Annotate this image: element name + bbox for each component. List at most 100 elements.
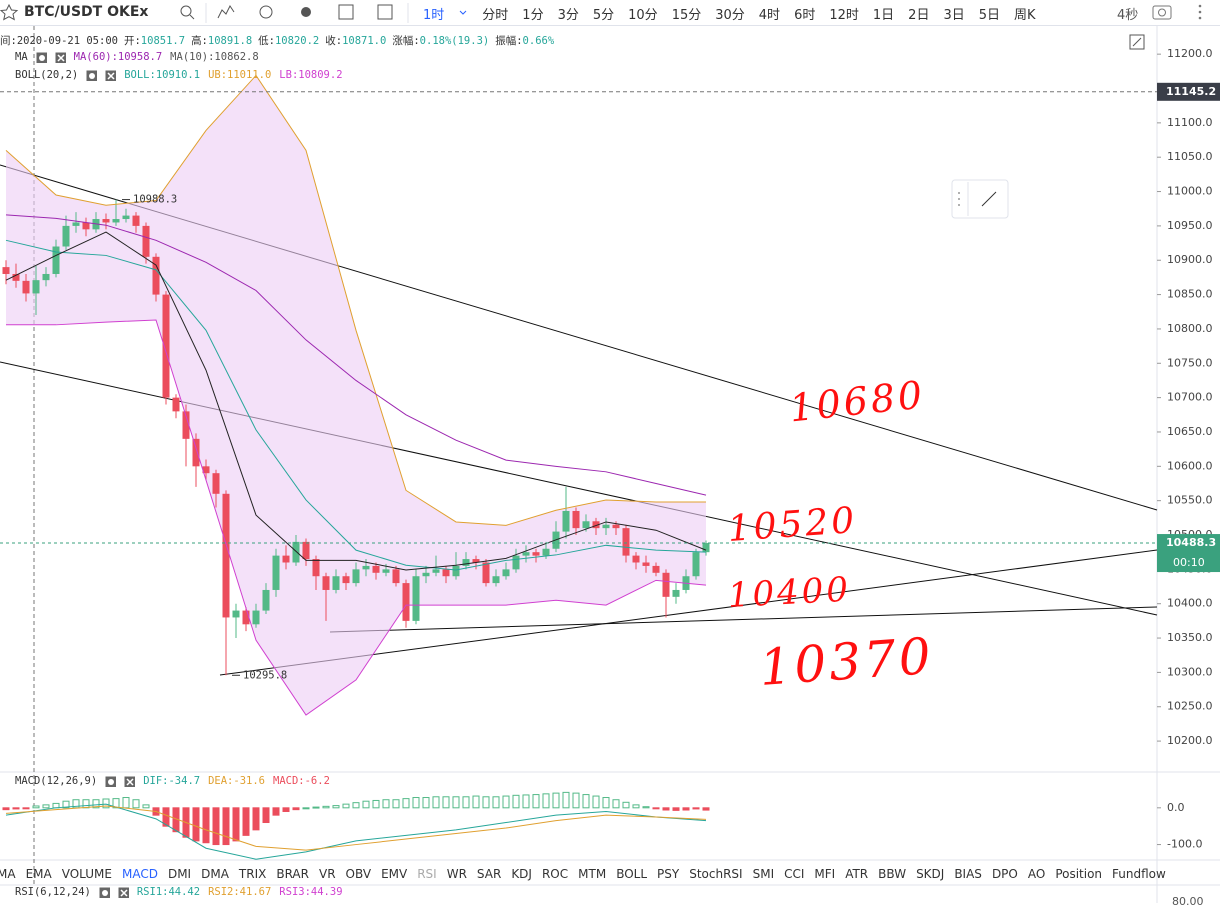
indicator-tab[interactable]: DPO	[991, 867, 1018, 881]
indicator-tab[interactable]: ATR	[845, 867, 869, 881]
macd-histogram-bar	[2, 807, 10, 811]
indicator-tab[interactable]: MTM	[578, 867, 607, 881]
indicator-tab[interactable]: RSI	[417, 867, 437, 881]
y-tick-label: 11100.0	[1167, 116, 1213, 129]
chart-type-icon[interactable]	[377, 4, 393, 20]
y-tick-label: 10550.0	[1167, 494, 1213, 507]
close-icon[interactable]	[124, 776, 136, 787]
macd-histogram-bar	[292, 807, 300, 811]
indicator-icon[interactable]	[217, 5, 235, 19]
interval-option[interactable]: 10分	[628, 7, 658, 23]
indicator-tab[interactable]: PSY	[657, 867, 680, 881]
macd-histogram-bar	[262, 807, 270, 824]
interval-option[interactable]: 2日	[908, 7, 930, 23]
macd-histogram-bar	[122, 797, 130, 809]
indicator-tab[interactable]: Fundflow	[1112, 867, 1166, 881]
refresh-countdown: 4秒	[1117, 8, 1139, 23]
interval-option[interactable]: 周K	[1014, 7, 1036, 23]
macd-histogram-bar	[532, 794, 540, 809]
gear-icon[interactable]	[99, 887, 110, 898]
interval-option[interactable]: 1时	[423, 7, 445, 23]
candle-body	[302, 541, 310, 560]
screenshot-icon[interactable]	[1152, 5, 1172, 20]
interval-option[interactable]: 分时	[482, 7, 509, 23]
candle-body	[512, 555, 520, 570]
candle-body	[142, 225, 150, 257]
layout-icon[interactable]	[338, 4, 354, 20]
indicator-line	[5, 239, 707, 571]
indicator-tab[interactable]: BIAS	[954, 867, 982, 881]
close-icon[interactable]	[105, 70, 117, 81]
bar-countdown: 00:10	[1173, 556, 1205, 569]
interval-option[interactable]: 6时	[794, 7, 816, 23]
interval-option[interactable]: 5日	[978, 7, 1001, 23]
indicator-tab[interactable]: SMI	[752, 867, 775, 881]
indicator-tab[interactable]: SAR	[476, 867, 502, 881]
indicator-tab[interactable]: Position	[1055, 867, 1103, 881]
indicator-tab[interactable]: OBV	[345, 867, 372, 881]
interval-option[interactable]: 15分	[671, 7, 702, 23]
symbol[interactable]: BTC/USDT OKEx	[24, 4, 149, 20]
indicator-tab[interactable]: CCI	[784, 867, 805, 881]
indicator-tab[interactable]: EMA	[25, 867, 52, 881]
interval-option[interactable]: 5分	[592, 7, 615, 23]
indicator-tab[interactable]: AO	[1027, 867, 1046, 881]
indicator-line	[5, 74, 706, 526]
indicator-tab[interactable]: BRAR	[276, 867, 309, 881]
macd-histogram-bar	[322, 805, 330, 809]
close-icon[interactable]	[118, 887, 129, 898]
candle-body	[352, 569, 360, 584]
indicator-tab[interactable]: StochRSI	[689, 867, 743, 881]
interval-option[interactable]: 12时	[829, 7, 859, 23]
favorite-icon[interactable]	[0, 3, 19, 21]
macd-histogram-bar	[252, 807, 260, 831]
gear-icon[interactable]	[36, 52, 47, 63]
close-icon[interactable]	[55, 52, 66, 63]
indicator-tab[interactable]: SKDJ	[916, 867, 945, 881]
drawing-tool-widget[interactable]	[951, 179, 1009, 219]
gear-icon[interactable]	[105, 776, 117, 787]
indicator-tab[interactable]: MFI	[814, 867, 836, 881]
candle-body	[132, 215, 140, 226]
candle-body	[162, 294, 170, 398]
search-icon[interactable]	[180, 5, 195, 20]
indicator-tab[interactable]: VR	[318, 867, 336, 881]
indicator-tab[interactable]: TRIX	[238, 867, 267, 881]
interval-option[interactable]: 1日	[872, 7, 895, 23]
indicator-tab[interactable]: MA	[0, 867, 16, 881]
candle-body	[692, 552, 700, 577]
interval-option[interactable]: 4时	[758, 7, 781, 23]
candle-body	[502, 569, 510, 577]
macd-histogram-bar	[342, 803, 350, 809]
more-icon[interactable]	[1198, 4, 1202, 20]
indicator-tab[interactable]: EMV	[381, 867, 408, 881]
interval-option[interactable]: 3分	[557, 7, 579, 23]
indicator-tab[interactable]: ROC	[541, 867, 569, 881]
gear-icon[interactable]	[86, 70, 98, 81]
rsi-legend: RSI(6,12,24) RSI1:44.42 RSI2:41.67 RSI3:44.…	[15, 886, 343, 898]
candle-body	[342, 576, 350, 584]
legend-item: MACD:-6.2	[273, 775, 330, 787]
y-tick-label: 10950.0	[1167, 219, 1213, 232]
indicator-tab[interactable]: MACD	[121, 867, 158, 881]
settings-icon[interactable]	[259, 5, 273, 19]
indicator-tab[interactable]: DMA	[201, 867, 229, 881]
interval-option[interactable]: 30分	[715, 7, 745, 23]
handwritten-annotation: 10400	[727, 570, 852, 616]
indicator-tab[interactable]: DMI	[167, 867, 192, 881]
indicator-tab[interactable]: WR	[446, 867, 467, 881]
legend-item: LB:10809.2	[279, 69, 343, 81]
macd-histogram-bar	[192, 807, 200, 842]
macd-histogram-bar	[312, 806, 320, 809]
indicator-tab[interactable]: VOLUME	[61, 867, 112, 881]
indicator-tab[interactable]: KDJ	[511, 867, 532, 881]
macd-histogram-bar	[572, 792, 580, 809]
candle-body	[402, 583, 410, 621]
indicator-tab[interactable]: BBW	[878, 867, 907, 881]
fullscreen-icon[interactable]	[1129, 34, 1145, 50]
interval-option[interactable]: 1分	[522, 7, 544, 23]
indicator-tab[interactable]: BOLL	[616, 867, 648, 881]
indicator-line	[5, 214, 707, 496]
theme-icon[interactable]	[301, 7, 311, 17]
interval-option[interactable]: 3日	[943, 7, 965, 23]
